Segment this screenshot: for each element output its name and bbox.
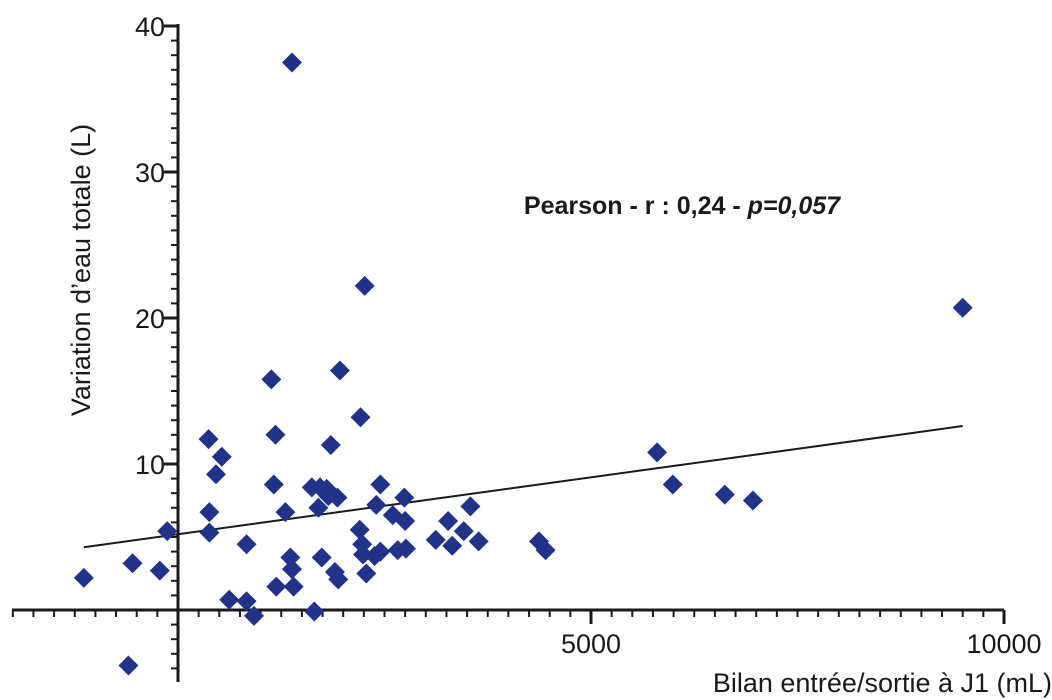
data-point [266,576,287,597]
data-point [281,559,302,580]
data-point [394,487,415,508]
data-point [328,569,349,590]
data-point [205,464,226,485]
data-point [211,446,232,467]
data-point [460,496,481,517]
data-point [742,490,763,511]
tick-labels: 5000 10000 10 20 30 40 [135,12,1042,659]
x-tick-label: 10000 [966,629,1041,659]
data-point [199,502,220,523]
data-point [236,534,257,555]
data-point [73,567,94,588]
data-point [442,535,463,556]
data-point [662,474,683,495]
data-point [320,435,341,456]
data-point [353,544,374,565]
data-point [308,497,329,518]
data-point [261,369,282,390]
axes: 5000 10000 10 20 30 40 [11,12,1042,682]
x-axis-title: Bilan entrée/sortie à J1 (mL) [713,668,1052,698]
data-point [395,538,416,559]
data-point [122,553,143,574]
data-point [714,484,735,505]
data-point [280,547,301,568]
data-point [275,502,296,523]
data-point [647,442,668,463]
data-point [366,494,387,515]
data-point [283,576,304,597]
data-point [263,474,284,495]
data-point [349,519,370,540]
y-tick-label: 30 [135,158,165,188]
pearson-p-value: p=0,057 [747,192,842,220]
data-point [370,541,391,562]
data-point [535,540,556,561]
data-point [438,510,459,531]
data-point [198,429,219,450]
trend-line [83,425,963,549]
y-tick-label: 10 [135,450,165,480]
data-point [356,563,377,584]
data-point [149,560,170,581]
data-point [219,589,240,610]
pearson-annotation: Pearson - r : 0,24 - p=0,057 [524,192,841,220]
y-axis-title: Variation d’eau totale (L) [66,124,96,416]
data-point [243,605,264,626]
data-point [952,297,973,318]
data-point [157,521,178,542]
x-tick-label: 5000 [561,629,621,659]
data-point [236,591,257,612]
data-point [453,521,474,542]
data-point [329,360,350,381]
pearson-annotation-prefix: Pearson - r : 0,24 - [524,192,748,220]
data-point [281,52,302,73]
data-points [73,52,973,676]
data-point [265,424,286,445]
data-point [354,275,375,296]
data-point [395,510,416,531]
data-point [350,407,371,428]
major-ticks [164,24,1006,624]
data-point [118,655,139,676]
y-tick-label: 20 [135,304,165,334]
data-point [370,474,391,495]
minor-ticks [11,25,1005,670]
data-point [199,522,220,543]
y-tick-label: 40 [135,12,165,42]
data-point [425,529,446,550]
data-point [311,547,332,568]
data-point [304,601,325,622]
data-point [468,531,489,552]
data-point [327,487,348,508]
